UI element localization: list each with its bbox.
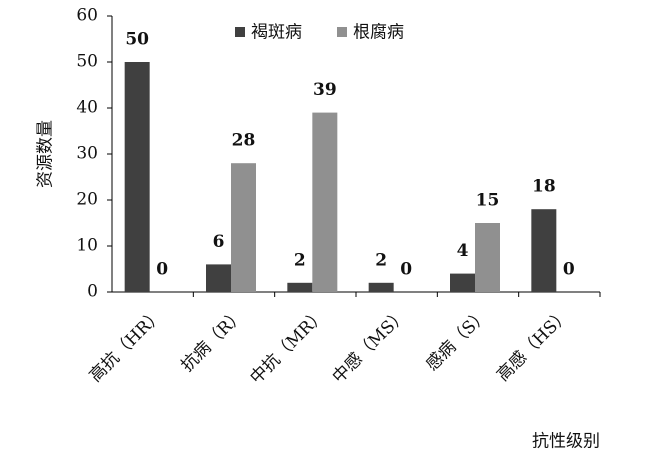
legend-swatch: [337, 27, 347, 37]
value-label: 39: [313, 80, 337, 100]
y-tick-label: 40: [76, 98, 98, 118]
bar: [231, 163, 256, 292]
x-tick-label: 中感（MS）: [329, 305, 412, 388]
value-label: 0: [156, 260, 168, 280]
legend-label: 根腐病: [353, 23, 404, 43]
bar: [475, 223, 500, 292]
value-label: 2: [375, 250, 387, 270]
bar: [287, 282, 313, 292]
bar: [368, 282, 394, 292]
value-label: 0: [400, 260, 412, 280]
legend-swatch: [235, 27, 245, 37]
value-label: 18: [532, 177, 556, 197]
x-tick-label: 中抗（MR）: [246, 305, 330, 389]
y-tick-label: 0: [87, 282, 98, 302]
value-label: 15: [476, 191, 500, 211]
x-tick-label: 高感（HS）: [493, 305, 574, 386]
x-tick-label: 高抗（HR）: [86, 305, 168, 387]
y-axis-label: 资源数量: [36, 120, 56, 188]
y-tick-label: 30: [76, 144, 98, 164]
value-label: 4: [457, 241, 469, 261]
x-tick-label: 抗病（R）: [177, 305, 248, 376]
value-label: 0: [563, 260, 575, 280]
y-tick-label: 20: [76, 190, 98, 210]
x-axis-label: 抗性级别: [532, 432, 600, 452]
bar: [531, 209, 557, 292]
y-tick-label: 60: [76, 6, 98, 26]
legend-label: 褐斑病: [251, 23, 302, 43]
y-tick-label: 10: [76, 236, 98, 256]
y-tick-label: 50: [76, 52, 98, 72]
bar: [450, 273, 475, 292]
value-label: 28: [232, 131, 256, 151]
bar: [124, 62, 150, 292]
value-label: 2: [294, 250, 306, 270]
bar: [206, 264, 231, 292]
x-tick-label: 感病（S）: [422, 305, 492, 375]
value-label: 6: [213, 232, 225, 252]
bar: [312, 112, 338, 292]
value-label: 50: [125, 30, 149, 50]
